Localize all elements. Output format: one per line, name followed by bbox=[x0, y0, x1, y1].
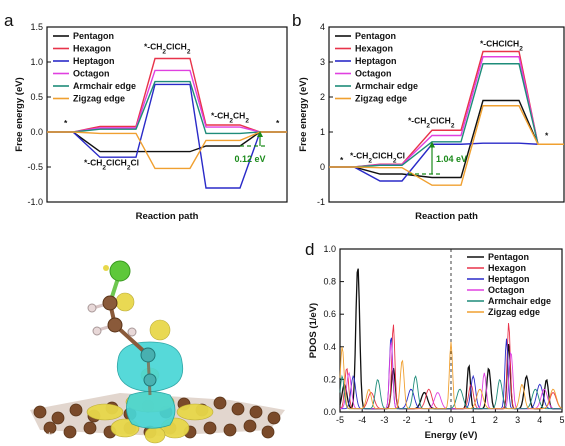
legend-entry: Heptagon bbox=[488, 274, 530, 284]
x-axis-label: Energy (eV) bbox=[425, 430, 478, 441]
state-label-s2: *-CH2ClCH2 bbox=[408, 115, 455, 129]
series-line-heptagon bbox=[47, 83, 287, 189]
x-tick-label: 4 bbox=[537, 415, 542, 425]
y-tick-label: 2 bbox=[320, 92, 325, 102]
y-tick-label: 0 bbox=[320, 162, 325, 172]
x-axis-label: Reaction path bbox=[415, 211, 478, 222]
pdos-curve-armchair-edge bbox=[339, 374, 562, 410]
legend-entry: Octagon bbox=[488, 285, 525, 295]
legend-entry: Armchair edge bbox=[488, 296, 551, 306]
x-tick-label: -3 bbox=[380, 415, 388, 425]
legend-entry: Zigzag edge bbox=[488, 307, 540, 317]
y-tick-label: 0.0 bbox=[30, 127, 43, 137]
state-label-initial: * bbox=[340, 155, 344, 165]
state-label-s3: *-CH2CH2 bbox=[211, 111, 249, 125]
state-label-s1: *-CH2ClCH2Cl bbox=[84, 158, 139, 172]
y-tick-label: -1.0 bbox=[27, 197, 43, 207]
series-line-zigzag-edge bbox=[329, 105, 564, 186]
chart-a: -1.0 -0.5 0.0 0.5 1.0 1.5 Free energy (eV) Reac… bbox=[14, 22, 288, 222]
annotation-arrowhead bbox=[429, 141, 435, 148]
y-tick-label: 0.6 bbox=[323, 309, 336, 319]
chart-d: -5 -4 -3 -2 -1 0 1 2 3 4 5 0.0 0.2 0.4 0.6 0.8 1.0 PDOS (… bbox=[308, 244, 565, 441]
legend-entry: Pentagon bbox=[73, 31, 114, 41]
panel-label-a: a bbox=[4, 11, 14, 30]
y-tick-label: 1.0 bbox=[323, 244, 336, 254]
y-tick-label: 1.0 bbox=[30, 57, 43, 67]
legend-entry: Zigzag edge bbox=[355, 94, 407, 104]
series-line-pentagon bbox=[47, 131, 287, 153]
x-tick-label: 2 bbox=[493, 415, 498, 425]
state-label-s2: *-CH2ClCH2 bbox=[144, 41, 191, 55]
y-tick-label: -0.5 bbox=[27, 162, 43, 172]
molecule bbox=[87, 260, 157, 396]
annotation-arrowhead bbox=[257, 131, 263, 137]
y-tick-label: -1 bbox=[317, 197, 325, 207]
x-tick-label: -5 bbox=[336, 415, 344, 425]
series-line-heptagon bbox=[329, 142, 564, 182]
state-label-final: * bbox=[276, 118, 280, 128]
series-line-armchair-edge bbox=[47, 80, 287, 135]
legend-entry: Pentagon bbox=[355, 31, 396, 41]
state-label-final: * bbox=[545, 131, 549, 141]
y-tick-label: 0.8 bbox=[323, 277, 336, 287]
legend-entry: Hexagon bbox=[355, 44, 393, 54]
watermark-text: © 无机材料 bbox=[4, 431, 57, 444]
annotation-label: 1.04 eV bbox=[436, 154, 467, 164]
y-tick-label: 4 bbox=[320, 22, 325, 32]
y-tick-label: 3 bbox=[320, 57, 325, 67]
y-tick-label: 0.0 bbox=[323, 407, 336, 417]
x-tick-label: -4 bbox=[358, 415, 366, 425]
legend-entry: Heptagon bbox=[355, 56, 397, 66]
y-axis-label: Free energy (eV) bbox=[14, 77, 25, 151]
x-tick-label: -2 bbox=[403, 415, 411, 425]
legend-entry: Armchair edge bbox=[355, 81, 418, 91]
legend-entry: Octagon bbox=[355, 69, 392, 79]
annotation-label: 0.12 eV bbox=[234, 154, 265, 164]
x-tick-label: 1 bbox=[471, 415, 476, 425]
panel-label-d: d bbox=[305, 240, 314, 259]
y-tick-label: 1 bbox=[320, 127, 325, 137]
y-axis-label: Free energy (eV) bbox=[298, 77, 309, 151]
legend-entry: Octagon bbox=[73, 69, 110, 79]
legend-entry: Hexagon bbox=[488, 263, 526, 273]
series-line-pentagon bbox=[329, 99, 564, 179]
state-label-s1: *-CH2ClCH2Cl bbox=[350, 150, 405, 164]
y-tick-label: 0.5 bbox=[30, 92, 43, 102]
legend-entry: Armchair edge bbox=[73, 81, 136, 91]
x-tick-label: -1 bbox=[425, 415, 433, 425]
state-label-initial: * bbox=[64, 118, 68, 128]
y-tick-label: 0.4 bbox=[323, 342, 336, 352]
series-line-zigzag-edge bbox=[47, 131, 287, 170]
legend-entry: Heptagon bbox=[73, 56, 115, 66]
state-label-s3: *-CHClCH2 bbox=[480, 38, 523, 52]
molecular-structure-image: © 无机材料 bbox=[0, 240, 300, 446]
panel-label-b: b bbox=[292, 11, 301, 30]
legend-entry: Hexagon bbox=[73, 44, 111, 54]
pdos-curve-zigzag-edge bbox=[339, 341, 563, 410]
x-axis-label: Reaction path bbox=[136, 211, 199, 222]
plot-frame bbox=[46, 26, 288, 203]
legend-entry: Pentagon bbox=[488, 252, 529, 262]
series-line-armchair-edge bbox=[329, 63, 564, 168]
x-tick-label: 0 bbox=[448, 415, 453, 425]
y-tick-label: 0.2 bbox=[323, 374, 336, 384]
y-axis-label: PDOS (1/eV) bbox=[308, 303, 319, 358]
x-tick-label: 5 bbox=[559, 415, 564, 425]
chart-b: -1 0 1 2 3 4 Free energy (eV) Reaction path Pent… bbox=[298, 22, 565, 222]
legend-entry: Zigzag edge bbox=[73, 94, 125, 104]
y-tick-label: 1.5 bbox=[30, 22, 43, 32]
x-tick-label: 3 bbox=[515, 415, 520, 425]
plot-frame bbox=[328, 26, 565, 203]
pdos-curve-heptagon bbox=[340, 337, 562, 410]
